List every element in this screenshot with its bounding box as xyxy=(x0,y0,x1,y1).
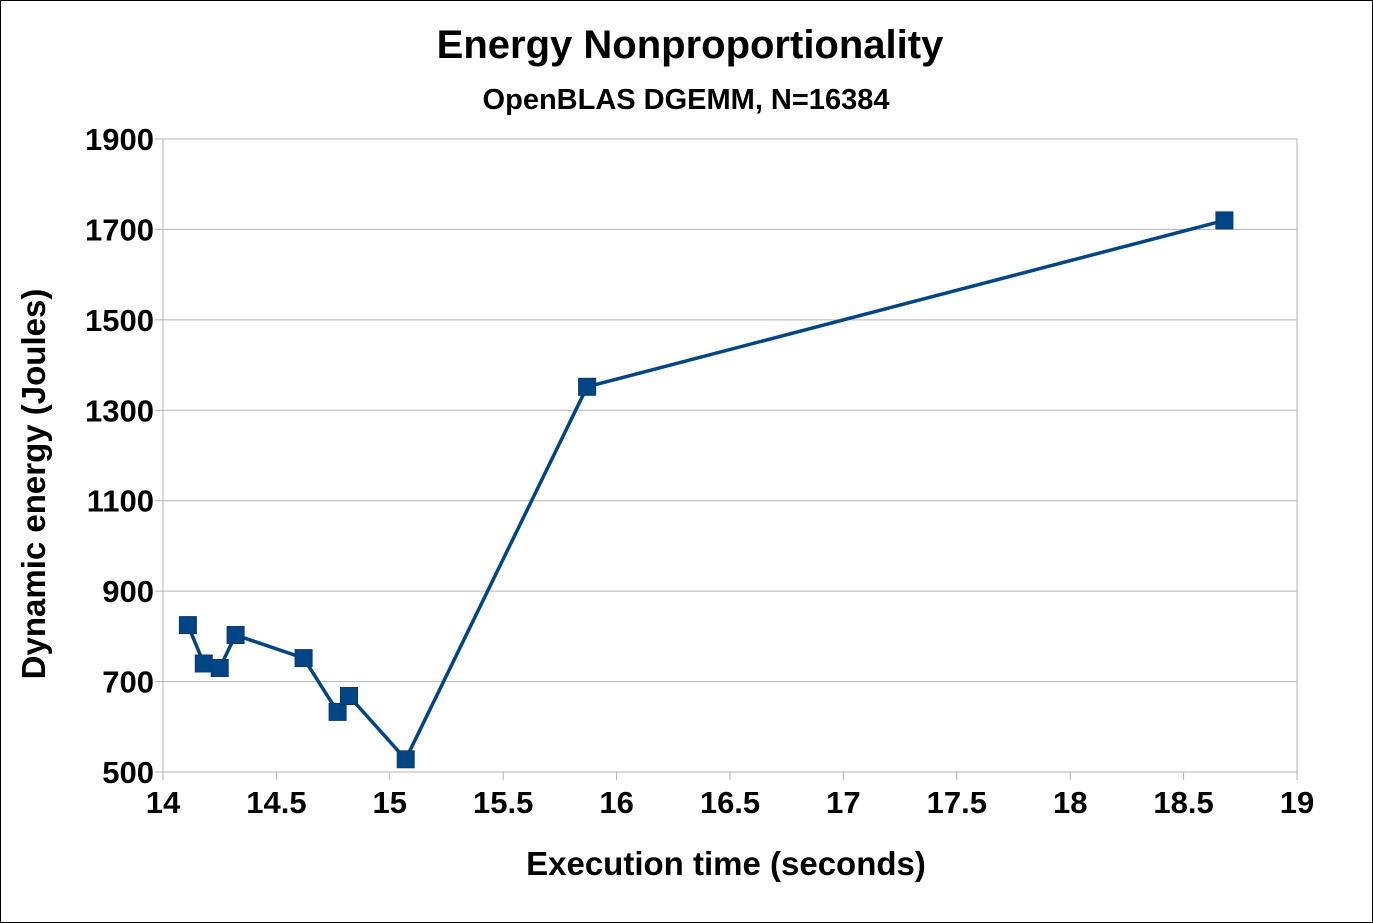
series-line-0 xyxy=(186,218,1225,762)
axes xyxy=(162,139,1298,773)
y-tick-label-7: 1900 xyxy=(85,122,154,157)
data-point-7 xyxy=(396,750,415,769)
data-point-4 xyxy=(294,649,313,668)
y-tick-label-4: 1300 xyxy=(85,393,154,428)
x-axis-ticks: 14 14.5 15 15.5 16 16.5 17 17.5 18 18.5 19 xyxy=(146,772,1314,820)
gridlines xyxy=(163,138,1297,773)
data-point-0 xyxy=(178,616,197,635)
y-tick-label-0: 500 xyxy=(102,755,154,790)
x-tick-label-10: 19 xyxy=(1280,785,1314,820)
x-tick-label-6: 17 xyxy=(826,785,860,820)
data-point-5 xyxy=(328,702,347,721)
data-point-8 xyxy=(578,377,597,396)
y-tick-label-2: 900 xyxy=(102,574,154,609)
data-point-9 xyxy=(1215,211,1234,230)
x-tick-label-4: 16 xyxy=(599,785,633,820)
chart-title: Energy Nonproportionality xyxy=(437,23,944,67)
y-tick-label-6: 1700 xyxy=(85,212,154,247)
x-tick-label-2: 15 xyxy=(373,785,407,820)
x-tick-label-8: 18 xyxy=(1053,785,1087,820)
x-tick-label-0: 14 xyxy=(146,785,181,820)
y-axis-ticks: 500 700 900 1100 1300 1500 1700 1900 xyxy=(85,122,163,790)
data-point-2 xyxy=(210,659,229,677)
y-axis-label: Dynamic energy (Joules) xyxy=(15,289,52,680)
x-tick-label-1: 14.5 xyxy=(246,785,306,820)
data-point-6 xyxy=(340,687,358,705)
x-tick-label-7: 17.5 xyxy=(927,785,987,820)
y-tick-label-3: 1100 xyxy=(87,484,154,519)
y-tick-label-5: 1500 xyxy=(85,303,154,338)
x-tick-label-5: 16.5 xyxy=(700,785,760,820)
x-tick-label-9: 18.5 xyxy=(1153,785,1213,820)
data-point-1 xyxy=(194,654,213,673)
y-tick-label-1: 700 xyxy=(102,665,154,700)
x-tick-label-3: 15.5 xyxy=(473,785,533,820)
series xyxy=(178,211,1234,769)
data-point-3 xyxy=(226,626,245,644)
x-axis-label: Execution time (seconds) xyxy=(526,845,926,882)
chart-subtitle: OpenBLAS DGEMM, N=16384 xyxy=(483,84,890,116)
